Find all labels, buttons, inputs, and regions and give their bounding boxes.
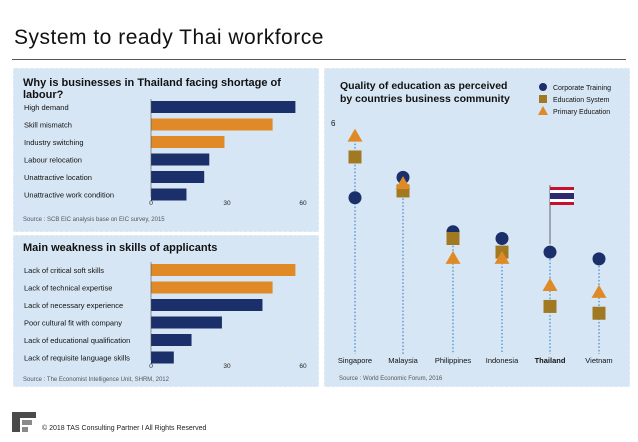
category-label: Poor cultural fit with company xyxy=(24,319,122,328)
flag-stripe xyxy=(550,190,574,193)
education-quality-panel: Quality of education as perceived by coun… xyxy=(324,68,630,387)
category-label: Lack of requisite language skills xyxy=(24,354,130,363)
data-point xyxy=(495,232,509,245)
data-point xyxy=(542,278,558,292)
bar xyxy=(151,188,187,201)
bar xyxy=(151,118,273,131)
country-label: Malaysia xyxy=(388,356,418,365)
data-point xyxy=(395,176,411,190)
data-point xyxy=(592,252,606,266)
data-point xyxy=(543,299,557,313)
data-point xyxy=(347,128,363,142)
country-label: Vietnam xyxy=(585,356,612,365)
category-label: Unattractive location xyxy=(24,173,92,182)
category-label: Unattractive work condition xyxy=(24,191,114,200)
data-point xyxy=(494,250,510,264)
labour-shortage-chart: High demand Skill mismatch Industry switch… xyxy=(24,99,307,207)
x-tick-label: 60 xyxy=(299,200,307,207)
bar xyxy=(151,101,296,113)
country-label: Indonesia xyxy=(486,356,519,365)
country-label: Thailand xyxy=(535,356,566,365)
bar xyxy=(151,334,192,346)
x-tick-label: 60 xyxy=(299,363,307,370)
category-label: Lack of necessary experience xyxy=(24,301,123,310)
legend-label: Education System xyxy=(553,97,610,104)
y-tick-label: 6 xyxy=(331,119,336,128)
data-point xyxy=(348,150,362,164)
labour-shortage-panel: Why is businesses in Thailand facing sho… xyxy=(13,68,319,232)
bar xyxy=(151,299,263,311)
category-label: Lack of critical soft skills xyxy=(24,266,104,275)
skills-weakness-title: Main weakness in skills of applicants xyxy=(23,242,218,254)
x-tick-label: 0 xyxy=(149,363,153,370)
data-point xyxy=(592,306,606,320)
education-quality-source: Source : World Economic Forum, 2016 xyxy=(339,376,443,382)
data-point xyxy=(446,232,460,245)
thai-flag-icon xyxy=(549,185,574,245)
category-label: Lack of educational qualification xyxy=(24,336,130,345)
legend-label: Corporate Training xyxy=(553,85,611,92)
bar xyxy=(151,281,273,294)
legend-label: Primary Education xyxy=(553,109,610,116)
category-label: Labour relocation xyxy=(24,156,82,165)
flag-stripe xyxy=(550,199,574,202)
legend-marker xyxy=(538,106,548,115)
x-tick-label: 30 xyxy=(223,363,231,370)
data-point xyxy=(348,191,362,205)
company-logo-icon xyxy=(12,412,36,432)
skills-weakness-source: Source : The Economist Intelligence Unit… xyxy=(23,377,169,383)
category-label: Skill mismatch xyxy=(24,121,72,130)
bar xyxy=(151,351,174,364)
legend-marker xyxy=(539,95,547,103)
flag-stripe xyxy=(550,202,574,205)
labour-shortage-title: Why is businesses in Thailand facing sho… xyxy=(23,77,281,101)
flag-stripe xyxy=(550,187,574,190)
flag-stripe xyxy=(550,193,574,196)
data-point xyxy=(591,284,607,298)
legend-marker xyxy=(539,83,547,91)
bar xyxy=(151,264,296,276)
labour-shortage-source: Source : SCB EIC analysis base on EIC su… xyxy=(23,217,165,223)
skills-weakness-panel: Main weakness in skills of applicants La… xyxy=(13,235,319,387)
category-label: High demand xyxy=(24,103,69,112)
page-title: System to ready Thai workforce xyxy=(14,26,324,49)
data-point xyxy=(543,245,557,259)
x-tick-label: 0 xyxy=(149,200,153,207)
education-quality-title: Quality of education as perceived xyxy=(340,80,507,92)
country-label: Philippines xyxy=(435,356,472,365)
data-point xyxy=(445,250,461,264)
category-label: Industry switching xyxy=(24,138,84,147)
x-tick-label: 30 xyxy=(223,200,231,207)
education-quality-title: by countries business community xyxy=(340,93,510,105)
bar xyxy=(151,136,225,148)
category-label: Lack of technical expertise xyxy=(24,284,112,293)
country-label: Singapore xyxy=(338,356,372,365)
bar xyxy=(151,171,205,183)
flag-stripe xyxy=(550,196,574,199)
title-divider xyxy=(12,59,626,60)
bar xyxy=(151,153,210,166)
skills-weakness-chart: Lack of critical soft skills Lack of tech… xyxy=(24,262,307,370)
bar xyxy=(151,316,222,329)
copyright-footer: © 2018 TAS Consulting Partner I All Righ… xyxy=(42,425,207,432)
